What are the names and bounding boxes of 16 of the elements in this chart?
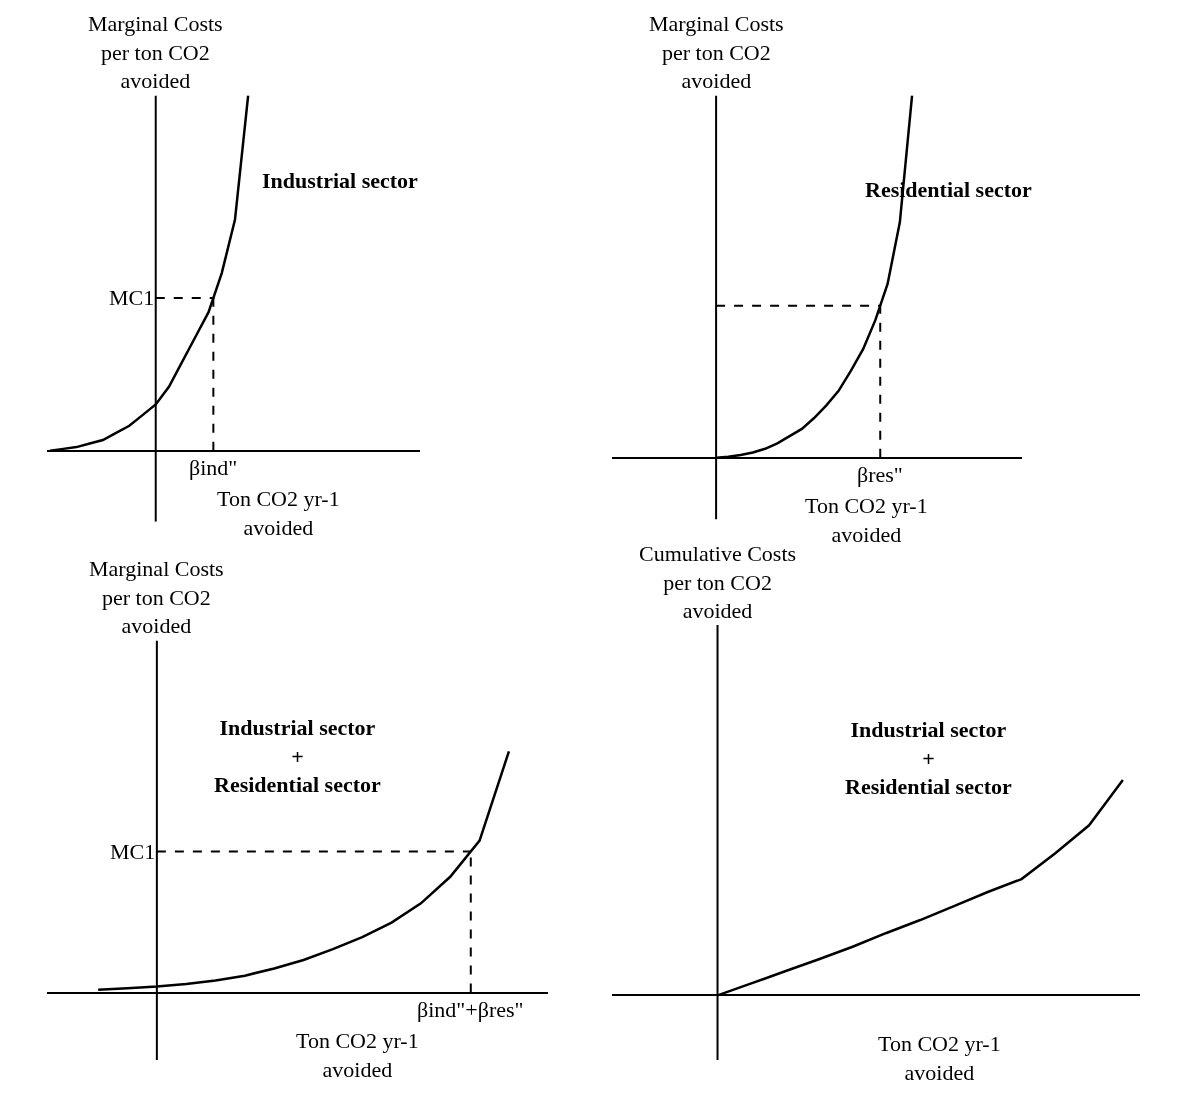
ref-line-label: MC1 [109,285,155,310]
x-axis-title: Ton CO2 yr-1 avoided [296,1028,419,1082]
x-axis-title: Ton CO2 yr-1 avoided [217,486,340,540]
y-axis-title: Marginal Costs per ton CO2 avoided [89,556,224,639]
text: βres" [857,462,903,487]
y-axis-title: Marginal Costs per ton CO2 avoided [649,11,784,94]
ref-line-label: MC1 [110,839,156,864]
chart-title: Industrial sector + Residential sector [845,717,1013,800]
x-axis-title: Ton CO2 yr-1 avoided [805,493,928,547]
y-axis-title: Cumulative Costs per ton CO2 avoided [639,541,797,624]
text: βind"+βres" [417,997,524,1022]
text: Industrial sector [262,168,419,193]
x-axis-title: Ton CO2 yr-1 avoided [878,1031,1001,1085]
y-axis-title: Marginal Costs per ton CO2 avoided [88,11,223,94]
chart-title: Industrial sector + Residential sector [214,715,382,798]
text: βind" [189,455,238,480]
